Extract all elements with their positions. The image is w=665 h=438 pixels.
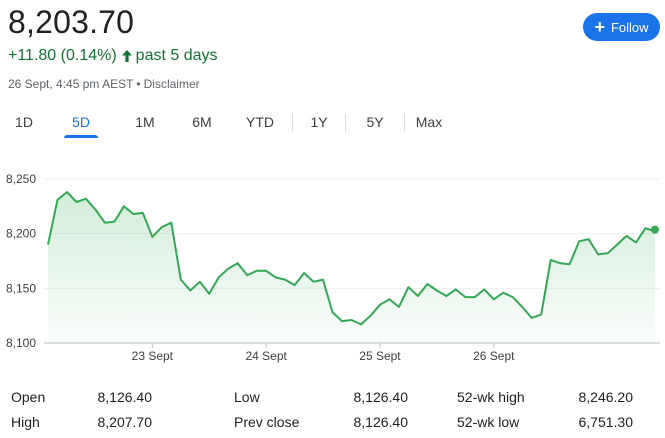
plus-icon: + [594, 16, 605, 37]
x-tick-label: 26 Sept [473, 349, 515, 363]
tab-separator [404, 114, 405, 132]
x-tick-label: 24 Sept [245, 349, 287, 363]
price-line[interactable] [47, 191, 656, 326]
price-chart: 8,250 8,200 8,150 8,100 23 Sept 24 Sept 25 Se… [6, 172, 660, 363]
stat-value: 6,751.30 [578, 414, 634, 430]
tab-max[interactable]: Max [415, 114, 443, 130]
change-period: past 5 days [135, 47, 218, 64]
stat-value: 8,246.20 [578, 389, 634, 405]
tab-separator [292, 114, 293, 132]
change-value: +11.80 (0.14%) [8, 47, 117, 64]
stat-label: 52-wk low [457, 414, 520, 430]
stat-label: Prev close [234, 414, 300, 430]
price-area-fill [48, 192, 655, 343]
stat-label: Low [234, 389, 260, 405]
tab-6m[interactable]: 6M [192, 114, 212, 130]
follow-button[interactable]: + Follow [583, 13, 660, 41]
x-tick-label: 25 Sept [359, 349, 401, 363]
stat-value: 8,126.40 [353, 389, 409, 405]
y-tick-label: 8,150 [6, 281, 36, 295]
stat-label: 52-wk high [457, 389, 525, 405]
y-tick-label: 8,100 [6, 336, 36, 350]
price-change: +11.80 (0.14%) past 5 days [8, 46, 218, 66]
separator-dot: • [136, 77, 141, 91]
time-range-tabs: 1D 5D 1M 6M YTD 1Y 5Y Max [0, 108, 453, 138]
tab-separator [345, 114, 346, 132]
x-tick-label: 23 Sept [132, 349, 174, 363]
stat-value: 8,126.40 [97, 389, 153, 405]
stat-value: 8,207.70 [97, 414, 153, 430]
timestamp: 26 Sept, 4:45 pm AEST [8, 77, 134, 91]
arrow-up-icon [121, 50, 132, 62]
tab-1d[interactable]: 1D [15, 114, 33, 130]
timestamp-line: 26 Sept, 4:45 pm AEST • Disclaimer [8, 77, 200, 91]
tab-5d[interactable]: 5D [64, 108, 98, 138]
y-tick-label: 8,250 [6, 172, 36, 186]
y-tick-label: 8,200 [6, 227, 36, 241]
tab-1m[interactable]: 1M [135, 114, 155, 130]
tab-ytd[interactable]: YTD [246, 114, 274, 130]
follow-label: Follow [610, 19, 649, 35]
stat-label: High [11, 414, 40, 430]
disclaimer-link[interactable]: Disclaimer [143, 77, 200, 91]
stat-value: 8,126.40 [353, 414, 409, 430]
stat-label: Open [11, 389, 46, 405]
tab-5y[interactable]: 5Y [366, 114, 384, 130]
stock-price: 8,203.70 [8, 4, 135, 40]
last-price-dot [651, 225, 659, 234]
tab-1y[interactable]: 1Y [310, 114, 328, 130]
